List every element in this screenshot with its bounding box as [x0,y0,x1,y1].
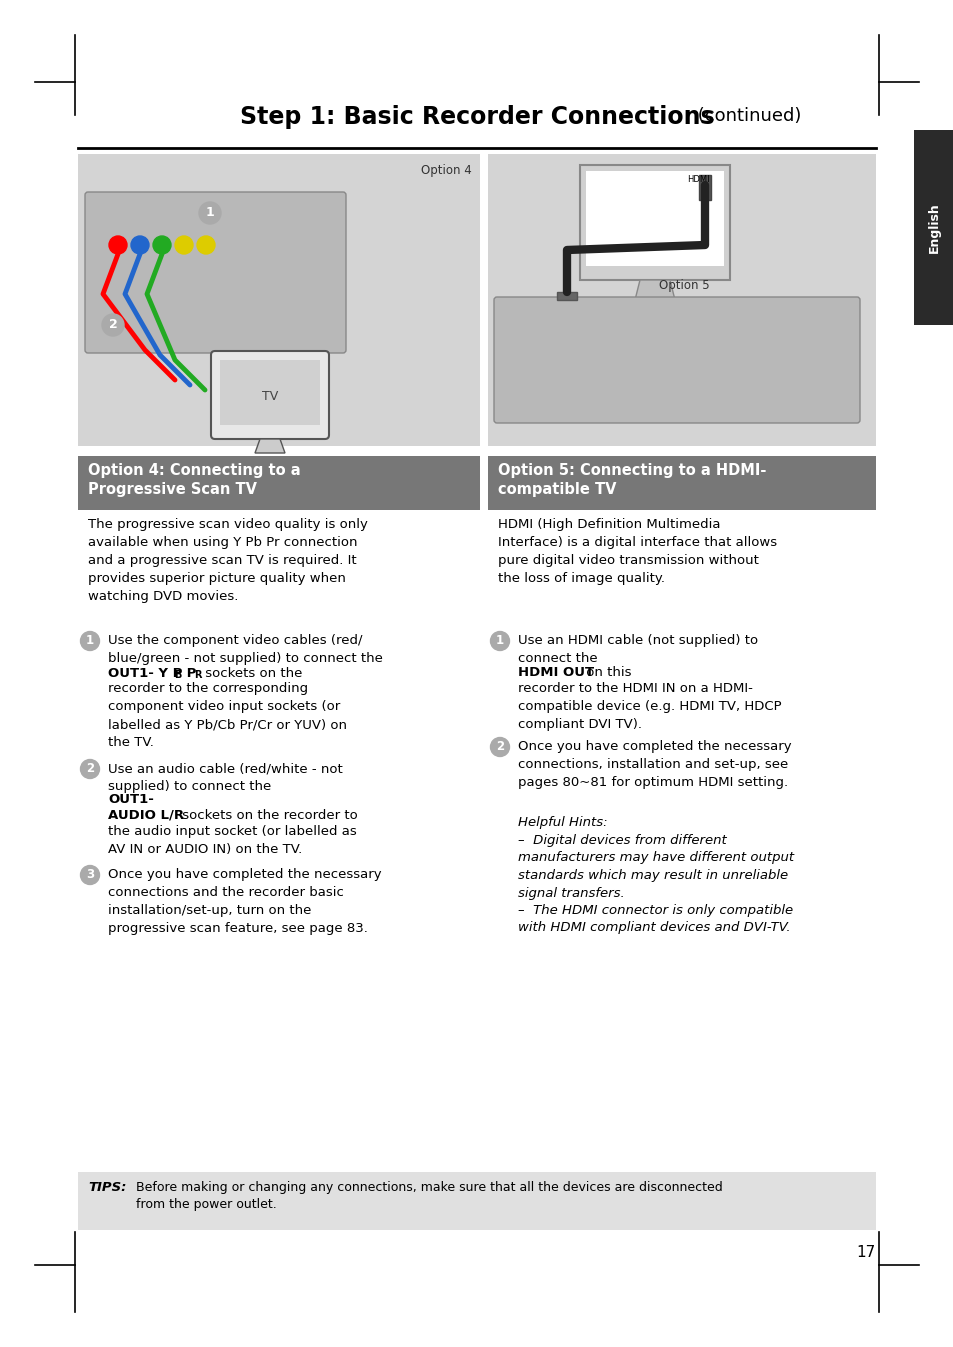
Bar [557,292,577,300]
Text: OUT1- Y P: OUT1- Y P [108,667,182,680]
Circle shape [490,632,509,651]
Text: TV: TV [262,391,278,404]
Circle shape [152,236,171,255]
Text: sockets on the recorder to: sockets on the recorder to [178,810,357,822]
Circle shape [109,236,127,255]
Text: Option 4: Option 4 [421,164,472,176]
Circle shape [490,738,509,757]
FancyBboxPatch shape [211,352,329,439]
Text: Option 5: Option 5 [658,279,709,292]
Text: 2: 2 [496,741,503,753]
Circle shape [80,866,99,885]
Text: Once you have completed the necessary
connections and the recorder basic
install: Once you have completed the necessary co… [108,867,381,935]
Polygon shape [254,439,285,453]
FancyBboxPatch shape [85,193,346,353]
Bar [78,154,479,446]
Text: 2: 2 [86,762,94,776]
Circle shape [156,238,168,251]
Text: Before making or changing any connections, make sure that all the devices are di: Before making or changing any connection… [136,1181,722,1193]
Text: 2: 2 [109,318,117,331]
Text: Use an HDMI cable (not supplied) to
connect the: Use an HDMI cable (not supplied) to conn… [517,634,758,665]
Text: 1: 1 [206,206,214,220]
Text: recorder to the HDMI IN on a HDMI-
compatible device (e.g. HDMI TV, HDCP
complia: recorder to the HDMI IN on a HDMI- compa… [517,682,781,731]
Text: 17: 17 [856,1245,875,1259]
Text: (continued): (continued) [691,106,801,125]
Text: R: R [193,669,201,680]
Text: on this: on this [581,665,631,679]
Text: Option 5: Connecting to a HDMI-: Option 5: Connecting to a HDMI- [497,463,765,478]
Text: 1: 1 [496,634,503,648]
Circle shape [178,238,190,251]
Text: Use an audio cable (red/white - not
supplied) to connect the: Use an audio cable (red/white - not supp… [108,762,342,793]
Text: HDMI
IN: HDMI IN [687,175,709,194]
Bar [78,457,479,511]
Text: Use the component video cables (red/
blue/green - not supplied) to connect the: Use the component video cables (red/ blu… [108,634,382,665]
Text: from the power outlet.: from the power outlet. [136,1197,276,1211]
Text: AUDIO L/R: AUDIO L/R [108,810,184,822]
Circle shape [80,760,99,779]
Circle shape [133,238,146,251]
Circle shape [131,236,149,255]
Bar [913,131,953,325]
Text: 1: 1 [86,634,94,648]
Circle shape [200,238,212,251]
Text: Option 4: Connecting to a: Option 4: Connecting to a [88,463,300,478]
Text: recorder to the corresponding
component video input sockets (or
labelled as Y Pb: recorder to the corresponding component … [108,682,347,749]
Text: compatible TV: compatible TV [497,482,616,497]
Bar [585,171,723,265]
Text: sockets on the: sockets on the [201,667,302,680]
Text: B: B [173,669,181,680]
Bar [579,164,729,280]
Text: 3: 3 [86,869,94,881]
Bar [699,175,710,199]
Text: HDMI OUT: HDMI OUT [517,665,594,679]
Text: HDMI (High Definition Multimedia
Interface) is a digital interface that allows
p: HDMI (High Definition Multimedia Interfa… [497,519,777,585]
Bar [220,360,319,426]
FancyBboxPatch shape [494,296,859,423]
Circle shape [112,238,124,251]
Circle shape [199,202,221,224]
Circle shape [174,236,193,255]
Text: Once you have completed the necessary
connections, installation and set-up, see
: Once you have completed the necessary co… [517,740,791,789]
Text: OUT1-: OUT1- [108,793,153,806]
Text: the audio input socket (or labelled as
AV IN or AUDIO IN) on the TV.: the audio input socket (or labelled as A… [108,824,356,855]
Text: English: English [926,202,940,253]
Text: Step 1: Basic Recorder Connections: Step 1: Basic Recorder Connections [239,105,714,129]
Text: P: P [182,667,196,680]
Circle shape [196,236,214,255]
Text: TIPS:: TIPS: [88,1181,126,1193]
Text: Helpful Hints:: Helpful Hints: [517,816,607,828]
Bar [78,1172,875,1230]
Bar [619,300,689,308]
Polygon shape [635,280,675,300]
Bar [488,457,875,511]
Text: The progressive scan video quality is only
available when using Y Pb Pr connecti: The progressive scan video quality is on… [88,519,368,603]
Text: Progressive Scan TV: Progressive Scan TV [88,482,256,497]
Bar [488,154,875,446]
Text: –  Digital devices from different
manufacturers may have different output
standa: – Digital devices from different manufac… [517,834,793,935]
Circle shape [80,632,99,651]
Circle shape [102,314,124,335]
